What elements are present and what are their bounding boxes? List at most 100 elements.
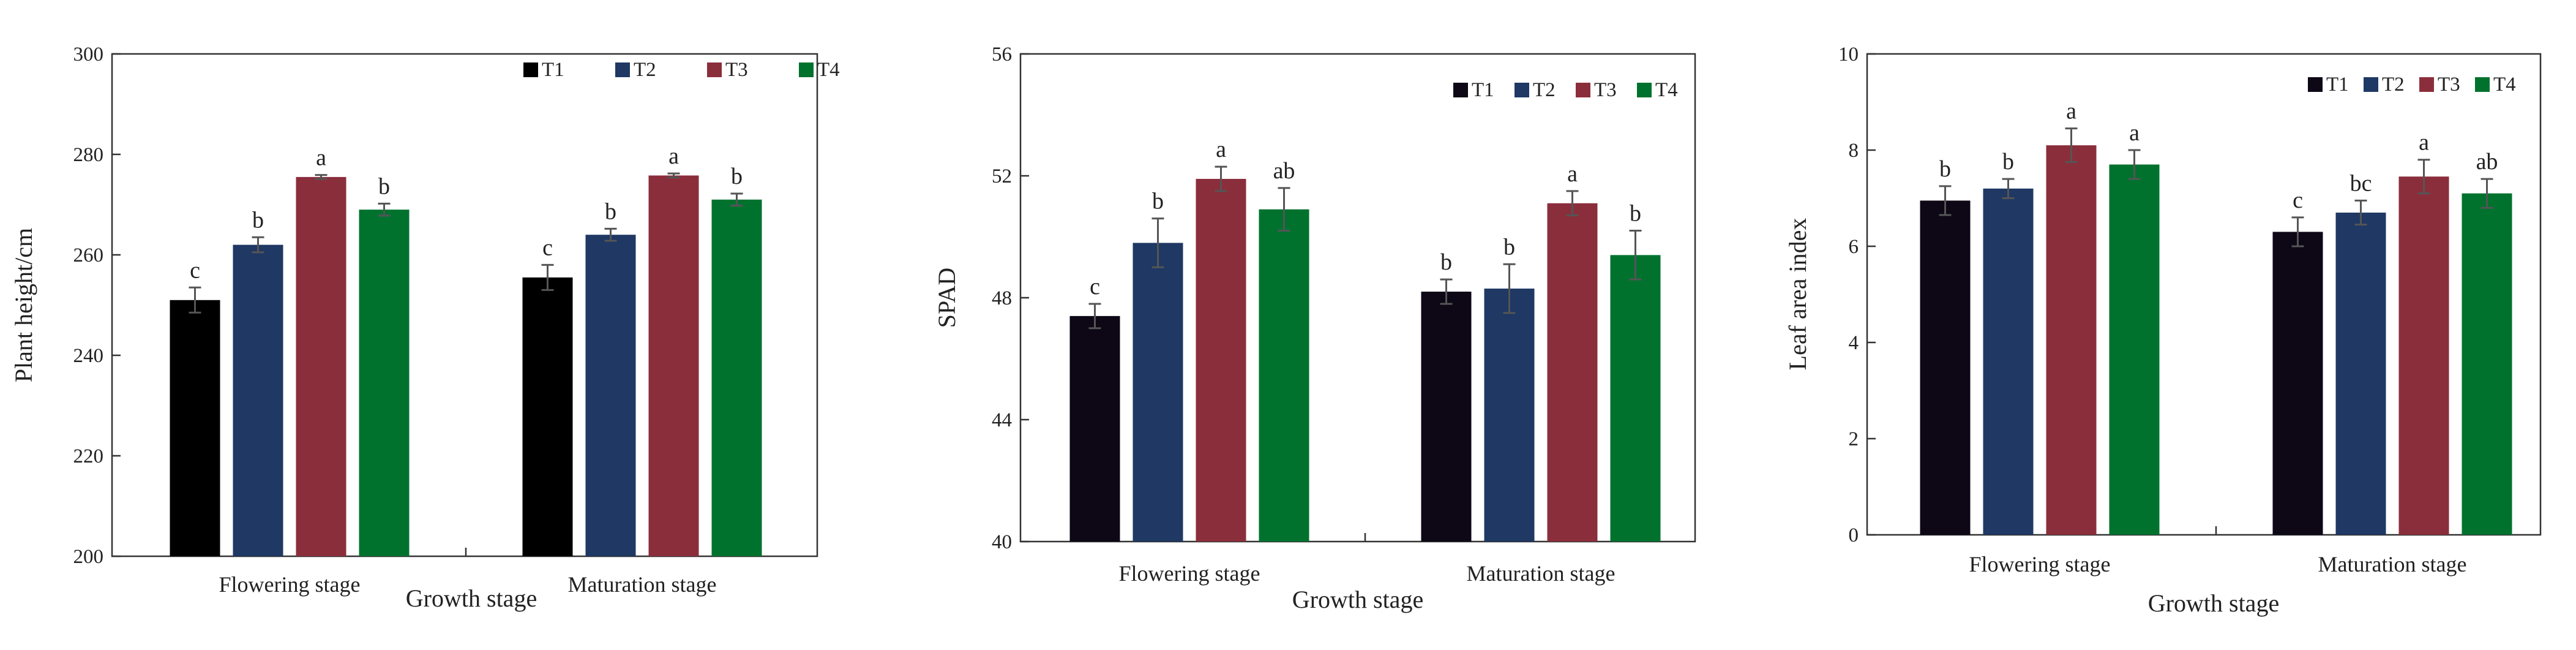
bar-t3 [2046, 145, 2097, 535]
legend-swatch-t2 [1515, 83, 1529, 97]
bar-t1 [2272, 232, 2323, 535]
y-tick-label: 260 [73, 244, 104, 266]
y-tick-label: 44 [992, 409, 1012, 431]
legend-label: T4 [817, 59, 840, 81]
significance-label: b [605, 198, 616, 224]
bar-t4 [711, 199, 762, 556]
legend-label: T4 [2493, 74, 2516, 96]
legend-swatch-t4 [799, 62, 814, 77]
significance-label: b [1939, 156, 1951, 182]
significance-label: a [2129, 120, 2140, 146]
legend-label: T2 [1533, 79, 1556, 101]
y-tick-label: 6 [1849, 236, 1859, 258]
significance-label: b [1152, 189, 1164, 214]
significance-label: a [1216, 137, 1226, 162]
legend-swatch-t3 [1576, 83, 1590, 97]
significance-label: b [731, 164, 743, 189]
legend-swatch-t2 [2364, 77, 2378, 92]
bar-t3 [1196, 178, 1246, 542]
x-category-label: Maturation stage [2318, 552, 2467, 576]
significance-label: b [1440, 249, 1452, 275]
bar-t3 [648, 175, 699, 556]
x-category-label: Flowering stage [1969, 552, 2111, 576]
bar-t3 [296, 176, 346, 556]
y-tick-label: 300 [73, 43, 104, 66]
bar-t4 [359, 210, 410, 556]
plot-frame [1866, 53, 2542, 536]
chart-panel-1: 200 220 240 260 280 300 Plant height/cm Floweri… [10, 43, 840, 612]
plot-frame [111, 53, 818, 557]
bar-t3 [2398, 176, 2449, 535]
y-tick-label: 280 [73, 144, 104, 166]
x-category-label: Flowering stage [219, 572, 361, 597]
y-tick-label: 40 [992, 531, 1012, 553]
x-axis-title: Growth stage [2148, 589, 2279, 617]
bar-t2 [1133, 243, 1183, 542]
y-tick-label: 48 [992, 287, 1012, 309]
legend-swatch-t3 [707, 62, 722, 77]
legend: T1 T2 T3 T4 [523, 59, 840, 81]
legend-label: T2 [634, 59, 656, 81]
bar-t1 [1421, 292, 1472, 542]
significance-label: ab [1273, 158, 1295, 184]
y-tick-label: 220 [73, 445, 104, 467]
y-tick-label: 8 [1849, 140, 1859, 162]
legend-swatch-t2 [615, 62, 630, 77]
y-tick-label: 200 [73, 546, 104, 568]
bar-t2 [1484, 289, 1535, 542]
significance-label: a [1567, 161, 1578, 187]
legend-label: T3 [2438, 74, 2460, 96]
y-axis-title: Plant height/cm [10, 228, 37, 382]
significance-label: b [1630, 201, 1641, 227]
significance-label: a [2419, 130, 2429, 156]
legend-label: T2 [2382, 74, 2405, 96]
y-axis-title: Leaf area index [1784, 218, 1811, 371]
legend-label: T3 [1594, 79, 1617, 101]
bar-t2 [2335, 213, 2386, 535]
bar-t1 [522, 277, 573, 556]
significance-label: b [378, 173, 390, 199]
significance-label: c [1090, 274, 1100, 300]
bar-t1 [1920, 200, 1971, 535]
significance-label: a [2066, 99, 2076, 124]
x-axis-title: Growth stage [406, 584, 537, 612]
significance-label: c [190, 257, 200, 283]
y-tick-label: 240 [73, 345, 104, 367]
bar-t2 [1983, 188, 2034, 535]
significance-label: c [2293, 187, 2303, 213]
legend-swatch-t3 [2419, 77, 2434, 92]
legend-label: T3 [725, 59, 748, 81]
legend-label: T1 [542, 59, 564, 81]
chart-panel-2: 40 44 48 52 56 SPAD Flowering stage Maturation … [933, 43, 1696, 613]
y-axis-title: SPAD [933, 268, 960, 328]
significance-label: c [542, 235, 553, 260]
bar-t4 [1259, 209, 1309, 542]
legend-swatch-t4 [1637, 83, 1652, 97]
legend-label: T1 [1472, 79, 1494, 101]
legend: T1 T2 T3 T4 [1453, 79, 1678, 101]
y-tick-label: 52 [992, 165, 1012, 187]
y-tick-label: 0 [1849, 524, 1859, 546]
bar-t3 [1547, 203, 1598, 542]
significance-label: bc [2350, 170, 2372, 196]
x-category-label: Maturation stage [568, 572, 717, 597]
significance-label: ab [2476, 149, 2498, 175]
bar-t4 [2462, 193, 2512, 535]
legend: T1 T2 T3 T4 [2308, 74, 2516, 96]
legend-label: T1 [2326, 74, 2349, 96]
bar-t1 [1069, 316, 1120, 542]
legend-swatch-t4 [2475, 77, 2490, 92]
significance-label: b [1503, 234, 1515, 260]
chart-panel-3: 0 2 4 6 8 10 Leaf area index Flowering stage Mat… [1784, 43, 2542, 617]
y-tick-label: 56 [992, 43, 1012, 66]
significance-label: b [2002, 149, 2014, 175]
significance-label: a [316, 145, 326, 171]
legend-swatch-t1 [2308, 77, 2323, 92]
legend-swatch-t1 [523, 62, 538, 77]
bar-t2 [233, 244, 283, 556]
bar-t4 [1610, 255, 1661, 542]
significance-label: b [252, 207, 264, 233]
y-tick-label: 4 [1849, 332, 1859, 354]
bar-t4 [2109, 164, 2160, 535]
